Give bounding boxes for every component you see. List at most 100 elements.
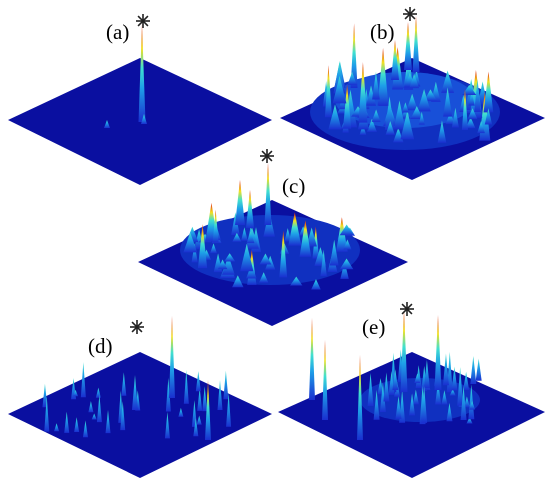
peak [477,121,485,134]
peak [442,353,449,386]
peak [246,264,257,279]
peak [446,402,453,422]
peak [441,390,448,405]
peak [44,396,50,432]
panel-a-peaks [104,24,147,128]
peak [339,258,354,270]
peak [373,389,380,420]
peak [241,227,248,241]
peak [264,163,272,225]
peak [306,227,317,247]
peak [404,22,412,70]
peak [340,261,349,279]
peak [392,369,399,391]
peak [226,392,232,427]
panel-b-star-marker [403,7,417,21]
panel-b-peaks [310,16,500,150]
panel-d-label: (d) [88,334,113,358]
peak [202,386,208,412]
panel-d: (d) [8,316,272,478]
peak [311,279,321,290]
peak [441,70,455,93]
peak [449,389,456,396]
peak [328,104,342,130]
peak [377,378,384,395]
asterisk-stroke [404,8,416,20]
peak [466,417,473,424]
peak [358,62,368,123]
peak [246,231,255,244]
peak [183,369,189,404]
peak [417,89,431,112]
peak [421,386,428,423]
peak [383,372,390,402]
peak [347,71,357,86]
peak [423,359,430,389]
panel-c-star-marker [260,149,274,163]
peak [418,111,425,125]
peak [288,212,302,246]
peak [414,373,421,384]
peak [474,79,481,112]
peak [409,393,416,416]
peak [322,340,328,420]
peak [96,394,102,423]
peak [195,371,201,392]
peak [412,389,419,405]
panel-a-label: (a) [106,20,129,44]
peak [120,401,126,431]
peak [240,243,254,272]
peak [461,88,469,131]
peak [197,387,203,411]
peak [463,371,470,391]
peak [470,356,477,385]
peak [350,23,358,89]
peak [169,316,175,398]
peak [196,415,202,425]
peak [400,310,408,392]
peak [104,120,110,128]
peak [141,114,147,124]
peak [279,230,288,278]
peak [343,239,352,250]
peak [258,272,269,283]
peak [468,384,475,420]
peak [290,276,303,286]
peak [468,92,475,106]
peak [193,418,199,437]
peak [121,372,127,396]
peak [42,383,48,408]
peak [232,232,242,242]
peak [357,355,363,440]
peak [451,366,458,391]
peak [469,401,476,410]
peak [178,407,184,417]
peak [284,228,292,242]
peak [467,108,478,120]
peak [457,367,464,406]
panel-b: (b) [280,7,545,180]
peak [465,117,476,129]
peak [74,417,80,432]
panel-d-star-marker [130,320,144,334]
peak [367,373,374,406]
peak [451,107,459,128]
panel-e-peaks [309,310,482,440]
peak [183,232,198,253]
panel-e-star-marker [400,302,414,316]
peak [223,370,229,400]
peak [217,380,223,410]
asterisk-stroke [261,150,273,162]
peak [191,243,198,263]
peak [164,412,170,439]
panel-c-peaks [180,163,360,290]
panel-d-peaks [42,316,232,440]
peak [443,87,453,117]
peak [393,100,406,130]
peak [235,180,245,225]
peak [309,318,315,400]
peak [197,224,208,269]
peak [73,389,79,397]
peak [343,84,352,129]
